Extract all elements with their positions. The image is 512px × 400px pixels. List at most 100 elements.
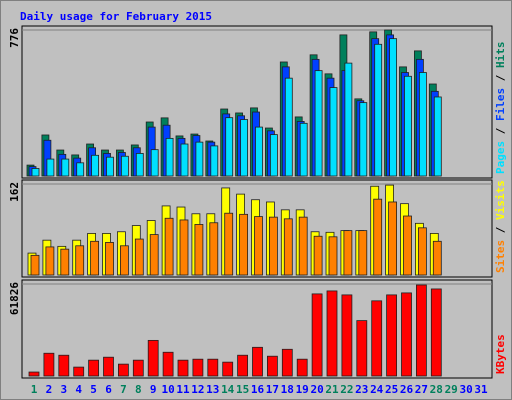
bar — [344, 62, 353, 177]
bar — [61, 158, 70, 177]
bar — [105, 242, 114, 276]
bar — [415, 284, 427, 377]
x-tick-label: 4 — [75, 383, 82, 396]
x-tick-label: 26 — [400, 383, 414, 396]
bar — [343, 230, 353, 276]
legend-separator: / — [494, 68, 507, 88]
bar — [76, 162, 85, 177]
x-tick-label: 24 — [370, 383, 384, 396]
bar — [356, 320, 368, 377]
bar — [311, 293, 323, 377]
bar — [30, 254, 40, 276]
x-tick-label: 1 — [31, 383, 38, 396]
bar — [180, 143, 189, 177]
bar — [165, 137, 174, 177]
y-tick-label: 61826 — [8, 282, 21, 315]
bar — [73, 366, 85, 377]
bar — [432, 240, 442, 276]
bar — [374, 43, 383, 177]
x-tick-label: 27 — [415, 383, 428, 396]
bar — [224, 212, 234, 276]
bar — [149, 234, 159, 276]
bar — [314, 70, 323, 177]
bar — [359, 102, 368, 177]
bar — [162, 351, 174, 377]
bar — [401, 292, 412, 377]
bar — [371, 300, 383, 377]
bar — [403, 215, 412, 276]
legend-separator: / — [494, 220, 507, 240]
bar — [237, 354, 249, 377]
x-tick-label: 28 — [430, 383, 443, 396]
x-tick-label: 16 — [251, 383, 265, 396]
bar — [106, 156, 114, 177]
bar — [120, 245, 129, 276]
x-tick-label: 6 — [105, 383, 112, 396]
bar — [45, 246, 55, 276]
bar — [389, 38, 398, 177]
bar — [254, 216, 263, 276]
bar — [386, 294, 398, 377]
x-tick-label: 15 — [236, 383, 249, 396]
legend-entry: Sites — [494, 240, 507, 273]
bar — [240, 119, 249, 177]
bar — [192, 358, 204, 377]
bar — [210, 145, 219, 177]
bar — [28, 371, 40, 377]
bar — [209, 222, 219, 276]
bar — [417, 227, 427, 276]
y-tick-label: 162 — [8, 182, 21, 202]
bar — [134, 238, 144, 276]
legend-entry: KBytes — [494, 334, 507, 374]
x-tick-label: 11 — [176, 383, 190, 396]
bar — [91, 154, 99, 177]
x-tick-label: 31 — [474, 383, 488, 396]
x-tick-label: 7 — [120, 383, 127, 396]
bar — [269, 134, 278, 177]
bar — [222, 361, 234, 377]
bar — [284, 77, 293, 177]
x-tick-label: 29 — [445, 383, 458, 396]
x-tick-label: 17 — [266, 383, 279, 396]
bar — [43, 352, 55, 377]
bar — [58, 354, 70, 377]
bar — [388, 201, 398, 276]
bar — [298, 216, 308, 276]
bar — [118, 363, 129, 377]
bar — [418, 72, 427, 177]
bar — [194, 224, 204, 276]
bar — [358, 230, 368, 276]
legend: KBytes — [494, 334, 507, 374]
bar — [252, 346, 263, 377]
bar — [268, 216, 278, 276]
bar — [329, 87, 338, 177]
x-tick-label: 3 — [60, 383, 67, 396]
bar — [164, 217, 174, 276]
bar — [90, 240, 99, 276]
bar — [326, 290, 338, 377]
bar — [404, 75, 412, 177]
bar — [299, 122, 308, 177]
legend-entry: Visits — [494, 180, 507, 220]
bar — [281, 348, 293, 377]
bar — [60, 248, 70, 276]
bar — [195, 141, 204, 177]
x-tick-label: 10 — [161, 383, 174, 396]
bar — [31, 168, 40, 177]
x-tick-label: 13 — [206, 383, 219, 396]
bar — [150, 149, 159, 177]
bar — [283, 218, 293, 276]
x-tick-label: 21 — [325, 383, 339, 396]
x-tick-label: 22 — [340, 383, 353, 396]
bar — [132, 359, 144, 377]
x-tick-label: 12 — [191, 383, 204, 396]
bar — [177, 359, 189, 377]
bar — [46, 158, 55, 177]
bar — [135, 153, 144, 177]
bar — [121, 155, 129, 177]
bar — [430, 288, 442, 377]
chart-title: Daily usage for February 2015 — [20, 10, 212, 23]
legend-entry: Pages — [494, 141, 507, 174]
legend: Pages / Files / Hits — [494, 42, 507, 175]
